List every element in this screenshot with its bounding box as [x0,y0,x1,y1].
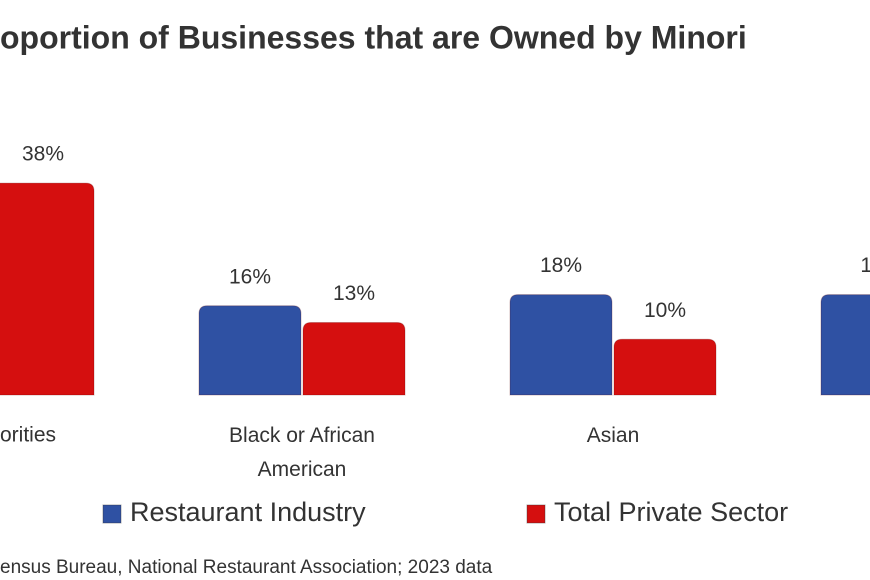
source-note: ensus Bureau, National Restaurant Associ… [0,557,493,578]
bar [302,322,406,396]
legend-swatch [102,504,122,524]
legend-label: Total Private Sector [554,497,788,527]
data-label: 13% [333,282,375,305]
legend-swatch [526,504,546,524]
bar [613,338,717,396]
label-line: Black or African [229,424,375,447]
label-line: Asian [587,424,640,447]
chart-title: oportion of Businesses that are Owned by… [0,19,747,55]
data-label: 38% [22,143,64,166]
label-line: American [258,458,347,481]
x-tick-label: Black or African American [229,424,375,481]
legend-label: Restaurant Industry [130,497,366,527]
data-label: 16% [229,265,271,288]
x-tick-label: orities [0,424,56,447]
bar [820,294,870,396]
bar [0,182,95,396]
x-tick-label: Asian [587,424,640,447]
data-label: 18% [540,254,582,277]
data-label: 10% [644,299,686,322]
data-label: 18 [860,254,870,277]
bar [509,294,613,396]
bar [198,305,302,396]
